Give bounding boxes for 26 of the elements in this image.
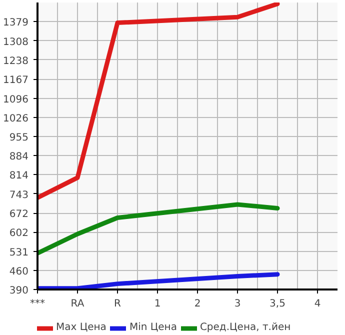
y-tick-label: 1308 [3,36,29,48]
x-tick-label: 1 [154,298,161,310]
y-tick-label: 884 [9,152,29,163]
x-tick-label: 4 [314,298,321,310]
y-tick-label: 531 [9,247,29,258]
x-tick-label: 3,5 [270,298,286,310]
y-tick-label: 1379 [3,18,29,29]
legend-label: Max Цена [56,322,106,333]
legend-label: Сред.Цена, т.йен [200,322,291,333]
x-tick-label: R [114,298,122,310]
x-tick-label: 2 [194,298,201,310]
x-tick-label: *** [30,298,45,310]
y-tick-label: 955 [9,132,29,144]
y-tick-label: 743 [9,190,29,201]
x-tick-label: RA [70,298,84,310]
y-tick-label: 1167 [3,75,29,86]
y-tick-label: 602 [9,228,29,240]
x-tick-label: 3 [234,298,241,310]
legend-label: Min Цена [129,322,177,333]
y-tick-label: 390 [9,286,29,296]
y-tick-label: 814 [9,170,29,182]
y-tick-label: 1026 [3,113,29,124]
y-tick-label: 672 [9,209,29,220]
y-tick-label: 1096 [3,94,29,106]
y-tick-label: 1238 [3,56,29,67]
y-tick-label: 460 [9,266,29,278]
